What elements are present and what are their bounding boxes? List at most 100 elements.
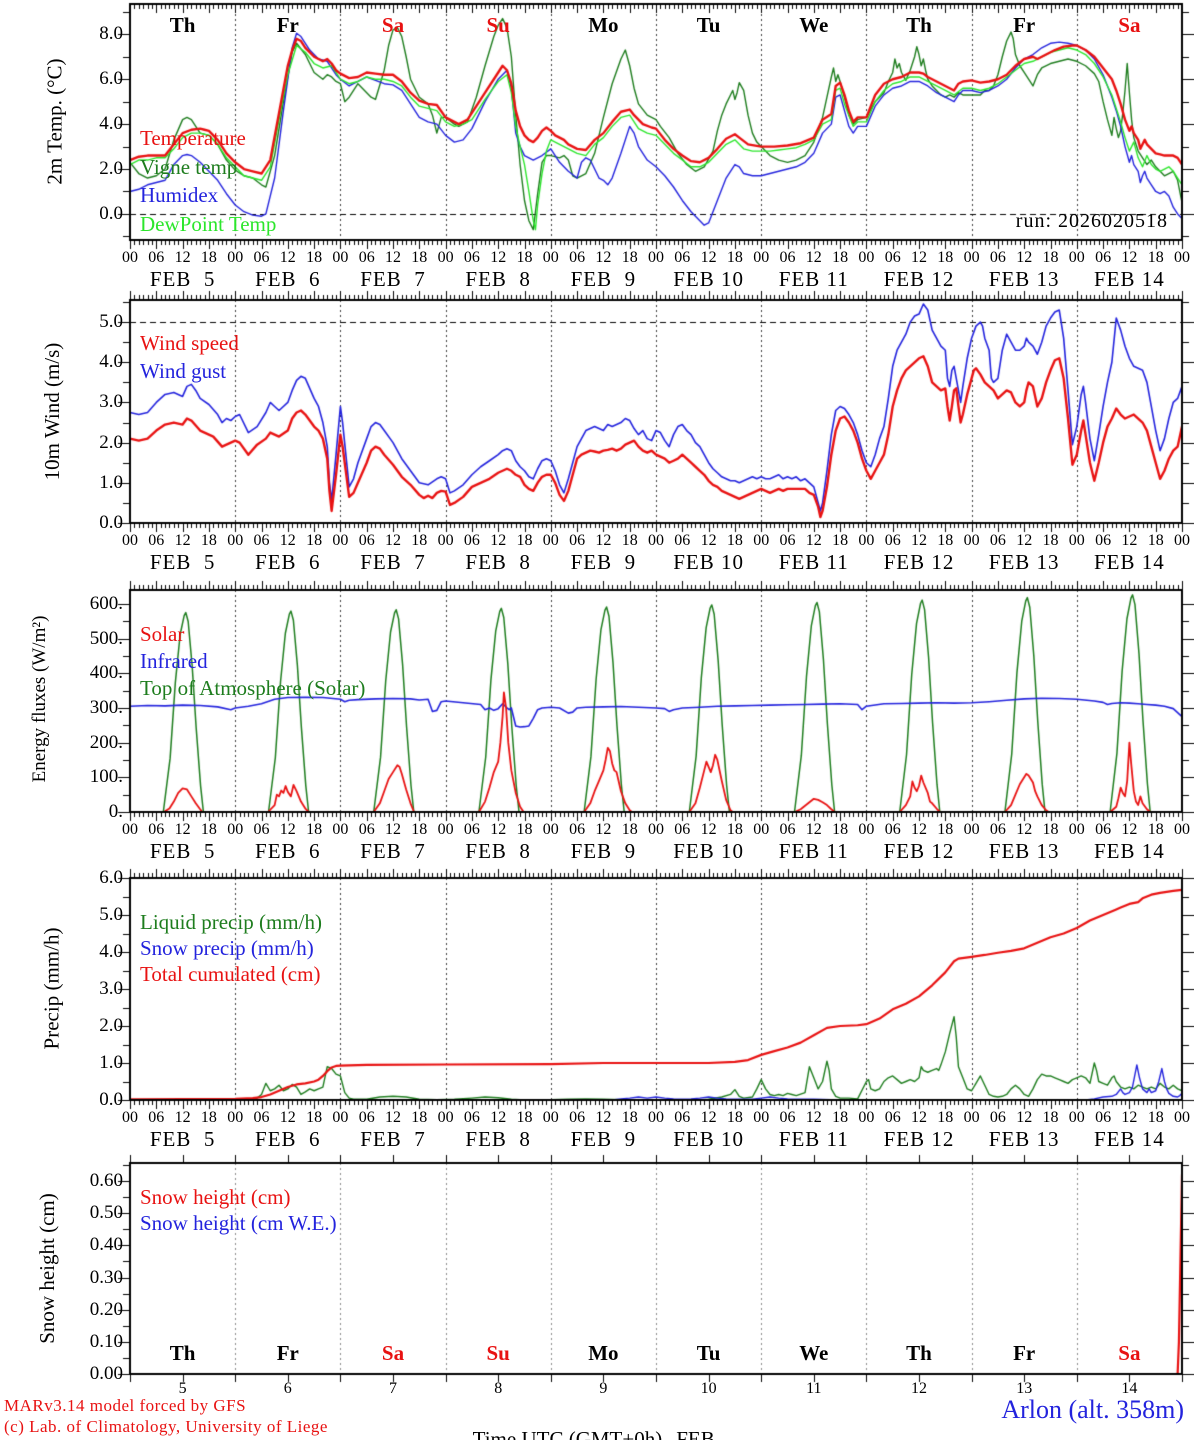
hour-tick-label: 06 <box>253 532 270 549</box>
date-label-feb-9: FEB 9 <box>570 1127 637 1151</box>
y-tick-label-energy: 200. <box>89 731 123 753</box>
legend-precip-3: Total cumulated (cm) <box>140 962 321 986</box>
date-label-feb-8: FEB 8 <box>465 1127 531 1151</box>
date-label-feb-12: FEB 12 <box>883 267 955 291</box>
date-label-feb-5: FEB 5 <box>149 1127 216 1151</box>
hour-tick-label: 12 <box>279 532 296 549</box>
hour-tick-label: 12 <box>1016 1109 1033 1126</box>
hour-tick-label: 06 <box>674 1109 691 1126</box>
hour-tick-label: 00 <box>963 1109 980 1126</box>
hour-tick-label: 00 <box>542 821 559 838</box>
hour-tick-label: 06 <box>674 821 691 838</box>
x-axis-title: Time UTC (GMT+0h) <box>472 1427 663 1440</box>
date-label-feb-6: FEB 6 <box>255 839 321 863</box>
hour-tick-label: 06 <box>1095 532 1112 549</box>
hour-tick-label: 12 <box>174 821 191 838</box>
hour-tick-label: 00 <box>1174 249 1190 266</box>
hour-tick-label: 18 <box>937 249 954 266</box>
dow-label-bottom-we: We <box>799 1341 829 1365</box>
dow-label-bottom-tu: Tu <box>696 1341 721 1365</box>
date-label-feb-12: FEB 12 <box>883 1127 955 1151</box>
day-number-label: 12 <box>911 1380 927 1397</box>
hour-tick-label: 18 <box>200 1109 217 1126</box>
legend-temp-3: Humidex <box>140 183 219 207</box>
hour-tick-label: 18 <box>726 532 743 549</box>
date-label-feb-10: FEB 10 <box>673 1127 744 1151</box>
hour-tick-label: 18 <box>1042 532 1059 549</box>
date-label-feb-12: FEB 12 <box>883 550 955 574</box>
hour-tick-label: 00 <box>332 532 349 549</box>
hour-tick-label: 06 <box>989 532 1006 549</box>
day-number-label: 5 <box>178 1380 187 1397</box>
hour-tick-label: 12 <box>385 1109 401 1126</box>
hour-tick-label: 06 <box>779 821 796 838</box>
hour-tick-label: 06 <box>463 249 480 266</box>
hour-tick-label: 12 <box>595 821 612 838</box>
hour-tick-label: 18 <box>1147 1109 1164 1126</box>
hour-tick-label: 18 <box>1147 532 1164 549</box>
y-tick-label-energy: 300. <box>89 696 123 718</box>
dow-label-top-th: Th <box>906 13 932 37</box>
hour-tick-label: 12 <box>490 532 507 549</box>
hour-tick-label: 18 <box>1147 821 1164 838</box>
date-label-feb-13: FEB 13 <box>988 550 1060 574</box>
hour-tick-label: 12 <box>490 249 507 266</box>
hour-tick-label: 06 <box>1095 821 1112 838</box>
date-label-feb-9: FEB 9 <box>570 839 637 863</box>
hour-tick-label: 00 <box>1068 249 1085 266</box>
hour-tick-label: 18 <box>832 821 849 838</box>
hour-tick-label: 18 <box>411 532 428 549</box>
date-label-feb-10: FEB 10 <box>673 267 744 291</box>
y-tick-label-wind: 1.0 <box>99 471 123 493</box>
y-tick-label-energy: 600. <box>89 592 123 614</box>
date-label-feb-11: FEB 11 <box>778 267 849 291</box>
date-label-feb-10: FEB 10 <box>673 839 744 863</box>
hour-tick-label: 00 <box>332 821 349 838</box>
hour-tick-label: 18 <box>832 249 849 266</box>
model-credit-line1: MARv3.14 model forced by GFS <box>4 1396 247 1415</box>
hour-tick-label: 06 <box>463 532 480 549</box>
hour-tick-label: 00 <box>1068 532 1085 549</box>
date-label-feb-14: FEB 14 <box>1094 839 1165 863</box>
hour-tick-label: 00 <box>1068 1109 1085 1126</box>
hour-tick-label: 12 <box>1016 249 1033 266</box>
day-number-label: 10 <box>700 1380 717 1397</box>
hour-tick-label: 18 <box>516 821 533 838</box>
hour-tick-label: 00 <box>1174 821 1190 838</box>
y-tick-label-snow: 0.60 <box>89 1170 123 1191</box>
hour-tick-label: 18 <box>306 1109 323 1126</box>
date-label-feb-8: FEB 8 <box>465 550 531 574</box>
legend-temp-1: Temperature <box>140 126 246 150</box>
day-number-label: 7 <box>389 1380 397 1397</box>
legend-temp-2: Vigne temp <box>140 154 238 179</box>
y-tick-label-wind: 3.0 <box>99 391 123 413</box>
x-axis-footer: Time UTC (GMT+0h) FEB <box>452 1402 715 1440</box>
legend-wind-1: Wind speed <box>140 331 239 355</box>
dow-label-bottom-fr: Fr <box>1013 1341 1036 1365</box>
hour-tick-label: 06 <box>148 532 165 549</box>
date-label-feb-5: FEB 5 <box>149 267 216 291</box>
hour-tick-label: 06 <box>253 249 270 266</box>
hour-tick-label: 06 <box>569 821 586 838</box>
dow-label-bottom-th: Th <box>169 1341 196 1365</box>
y-tick-label-energy: 400. <box>89 662 123 684</box>
y-tick-label-snow: 0.50 <box>89 1202 123 1224</box>
hour-tick-label: 18 <box>1147 249 1164 266</box>
day-number-label: 6 <box>283 1380 292 1397</box>
y-tick-label-snow: 0.00 <box>89 1363 123 1384</box>
hour-tick-label: 06 <box>989 821 1006 838</box>
y-axis-title-energy: Energy fluxes (W/m²) <box>29 615 50 783</box>
y-tick-label-precip: 5.0 <box>99 904 123 925</box>
hour-tick-label: 18 <box>516 532 533 549</box>
hour-tick-label: 12 <box>700 532 717 549</box>
hour-tick-label: 06 <box>884 821 901 838</box>
hour-tick-label: 00 <box>227 532 244 549</box>
hour-tick-label: 00 <box>753 249 770 266</box>
hour-tick-label: 00 <box>648 249 664 266</box>
y-tick-label-wind: 2.0 <box>99 431 123 453</box>
hour-tick-label: 18 <box>411 1109 428 1126</box>
dow-label-bottom-su: Su <box>486 1341 510 1365</box>
hour-tick-label: 18 <box>1042 821 1059 838</box>
hour-tick-label: 12 <box>805 821 822 838</box>
